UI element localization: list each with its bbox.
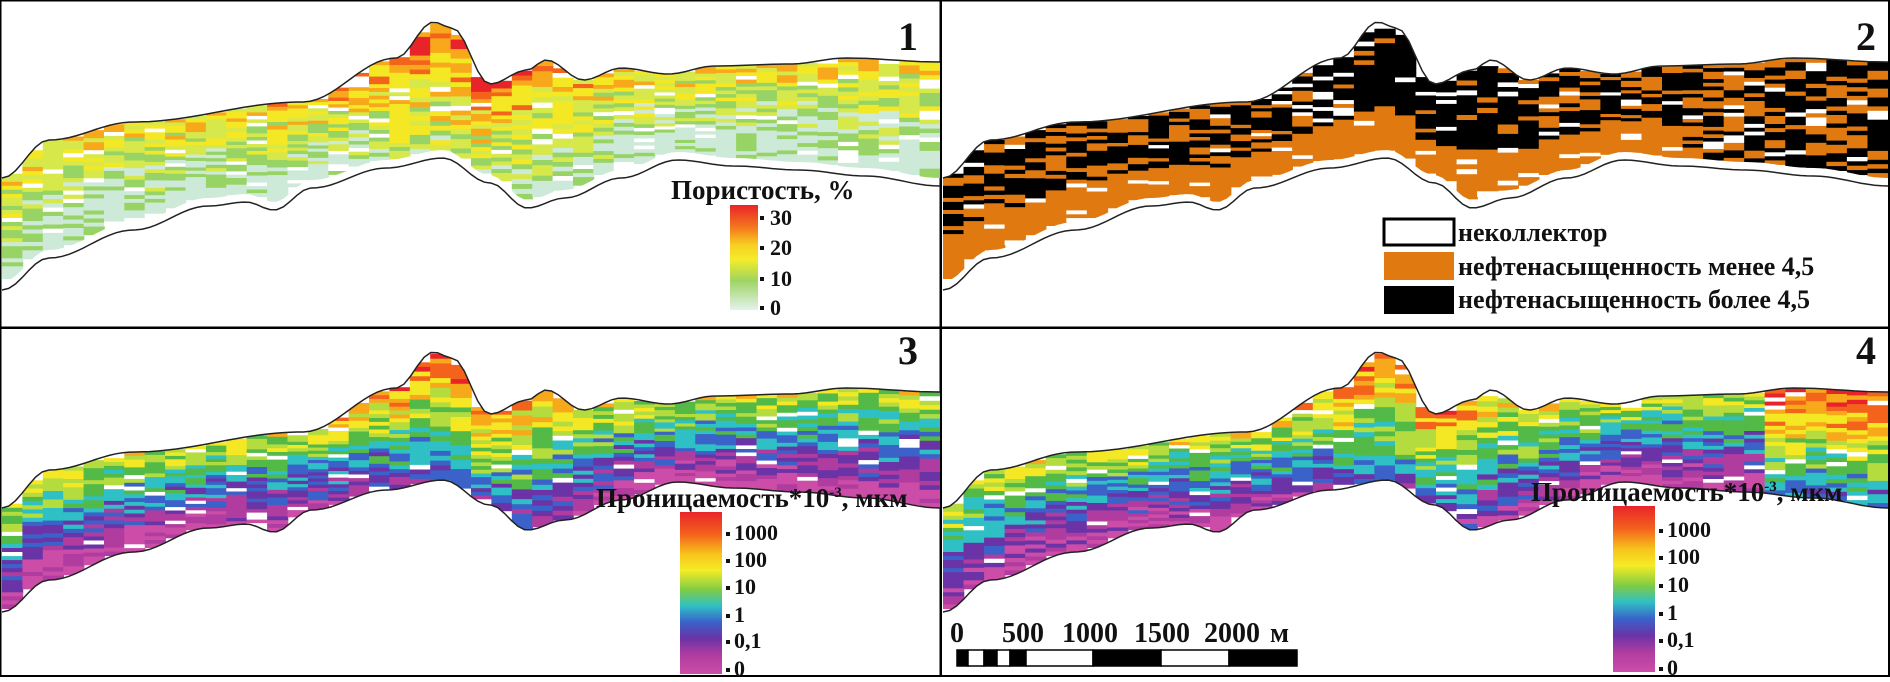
panel-number-1: 1 [898, 14, 918, 59]
permeability-tick-label: 100 [734, 547, 767, 572]
porosity-legend-title: Пористость, % [671, 175, 855, 205]
porosity-tick-label: 0 [770, 295, 781, 320]
panel-3-permeability-section [2, 353, 940, 609]
scale-label-1000: 1000 [1062, 618, 1118, 649]
panel-4-bottom-boundary [942, 479, 1889, 613]
permeability-tick-label: 0,1 [1667, 627, 1695, 652]
permeability-tick-label: 0 [1667, 655, 1678, 677]
permeability-tick-mark [1659, 667, 1663, 671]
porosity-tick-label: 20 [770, 235, 792, 260]
permeability-tick-label: 1000 [734, 520, 778, 545]
porosity-colorbar [730, 205, 758, 310]
permeability-tick-label: 1000 [1667, 517, 1711, 542]
panel-number-2: 2 [1856, 14, 1876, 59]
porosity-legend: Пористость, % 30 20 10 0 [671, 175, 855, 320]
permeability-tick-label: 1 [734, 602, 745, 627]
panel-3-top-boundary [1, 351, 941, 509]
scale-label-1500: 1500 [1134, 618, 1190, 649]
porosity-tick-mark [760, 306, 764, 310]
panel-number-4: 4 [1856, 328, 1876, 373]
permeability-tick-mark [1659, 556, 1663, 560]
porosity-tick-label: 30 [770, 205, 792, 230]
permeability-tick-mark [726, 559, 730, 563]
scale-label-unit: м [1270, 618, 1289, 649]
porosity-tick-mark [760, 277, 764, 281]
panel-1-porosity-section [2, 23, 940, 279]
permeability-tick-mark [1659, 612, 1663, 616]
permeability-legend-3-title: Проницаемость*10-3, мкм [596, 483, 908, 513]
permeability-legend-4-title: Проницаемость*10-3, мкм [1531, 477, 1843, 507]
scale-label-0: 0 [950, 618, 964, 649]
permeability-tick-mark [726, 614, 730, 618]
permeability-tick-label: 1 [1667, 600, 1678, 625]
permeability-tick-mark [1659, 639, 1663, 643]
permeability-colorbar-3 [680, 512, 722, 674]
permeability-tick-label: 100 [1667, 544, 1700, 569]
scale-label-2000: 2000 [1204, 618, 1260, 649]
panel-3-bottom-boundary [1, 479, 941, 613]
permeability-tick-label: 0,1 [734, 628, 762, 653]
legend-swatch-non-reservoir [1382, 217, 1456, 247]
legend-swatch-high-saturation [1384, 286, 1454, 314]
legend-label-non-reservoir: неколлектор [1458, 218, 1607, 247]
permeability-tick-mark [726, 640, 730, 644]
porosity-tick-mark [760, 246, 764, 250]
saturation-legend: неколлектор нефтенасыщенность менее 4,5 … [1382, 217, 1814, 314]
permeability-tick-mark [726, 668, 730, 672]
permeability-tick-mark [1659, 529, 1663, 533]
permeability-tick-mark [726, 586, 730, 590]
distance-scale-bar: 0 500 1000 1500 2000 м [950, 618, 1298, 667]
legend-label-low-saturation: нефтенасыщенность менее 4,5 [1458, 252, 1814, 281]
permeability-colorbar-4 [1613, 506, 1655, 672]
panel-4-top-boundary [942, 351, 1889, 509]
panel-4-permeability-section [943, 353, 1888, 609]
permeability-tick-label: 0 [734, 656, 745, 677]
legend-swatch-low-saturation [1384, 252, 1454, 280]
panel-1-bottom-boundary [1, 157, 941, 291]
porosity-tick-mark [760, 216, 764, 220]
panel-number-3: 3 [898, 328, 918, 373]
panel-2-top-boundary [942, 21, 1889, 179]
panel-1-top-boundary [1, 21, 941, 179]
scale-label-500: 500 [1002, 618, 1044, 649]
legend-label-high-saturation: нефтенасыщенность более 4,5 [1458, 285, 1810, 314]
permeability-tick-label: 10 [1667, 572, 1689, 597]
porosity-tick-label: 10 [770, 266, 792, 291]
permeability-tick-mark [1659, 584, 1663, 588]
panel-2-bottom-boundary [942, 157, 1889, 291]
panel-2-saturation-section [943, 23, 1888, 279]
permeability-tick-mark [726, 532, 730, 536]
permeability-tick-label: 10 [734, 574, 756, 599]
